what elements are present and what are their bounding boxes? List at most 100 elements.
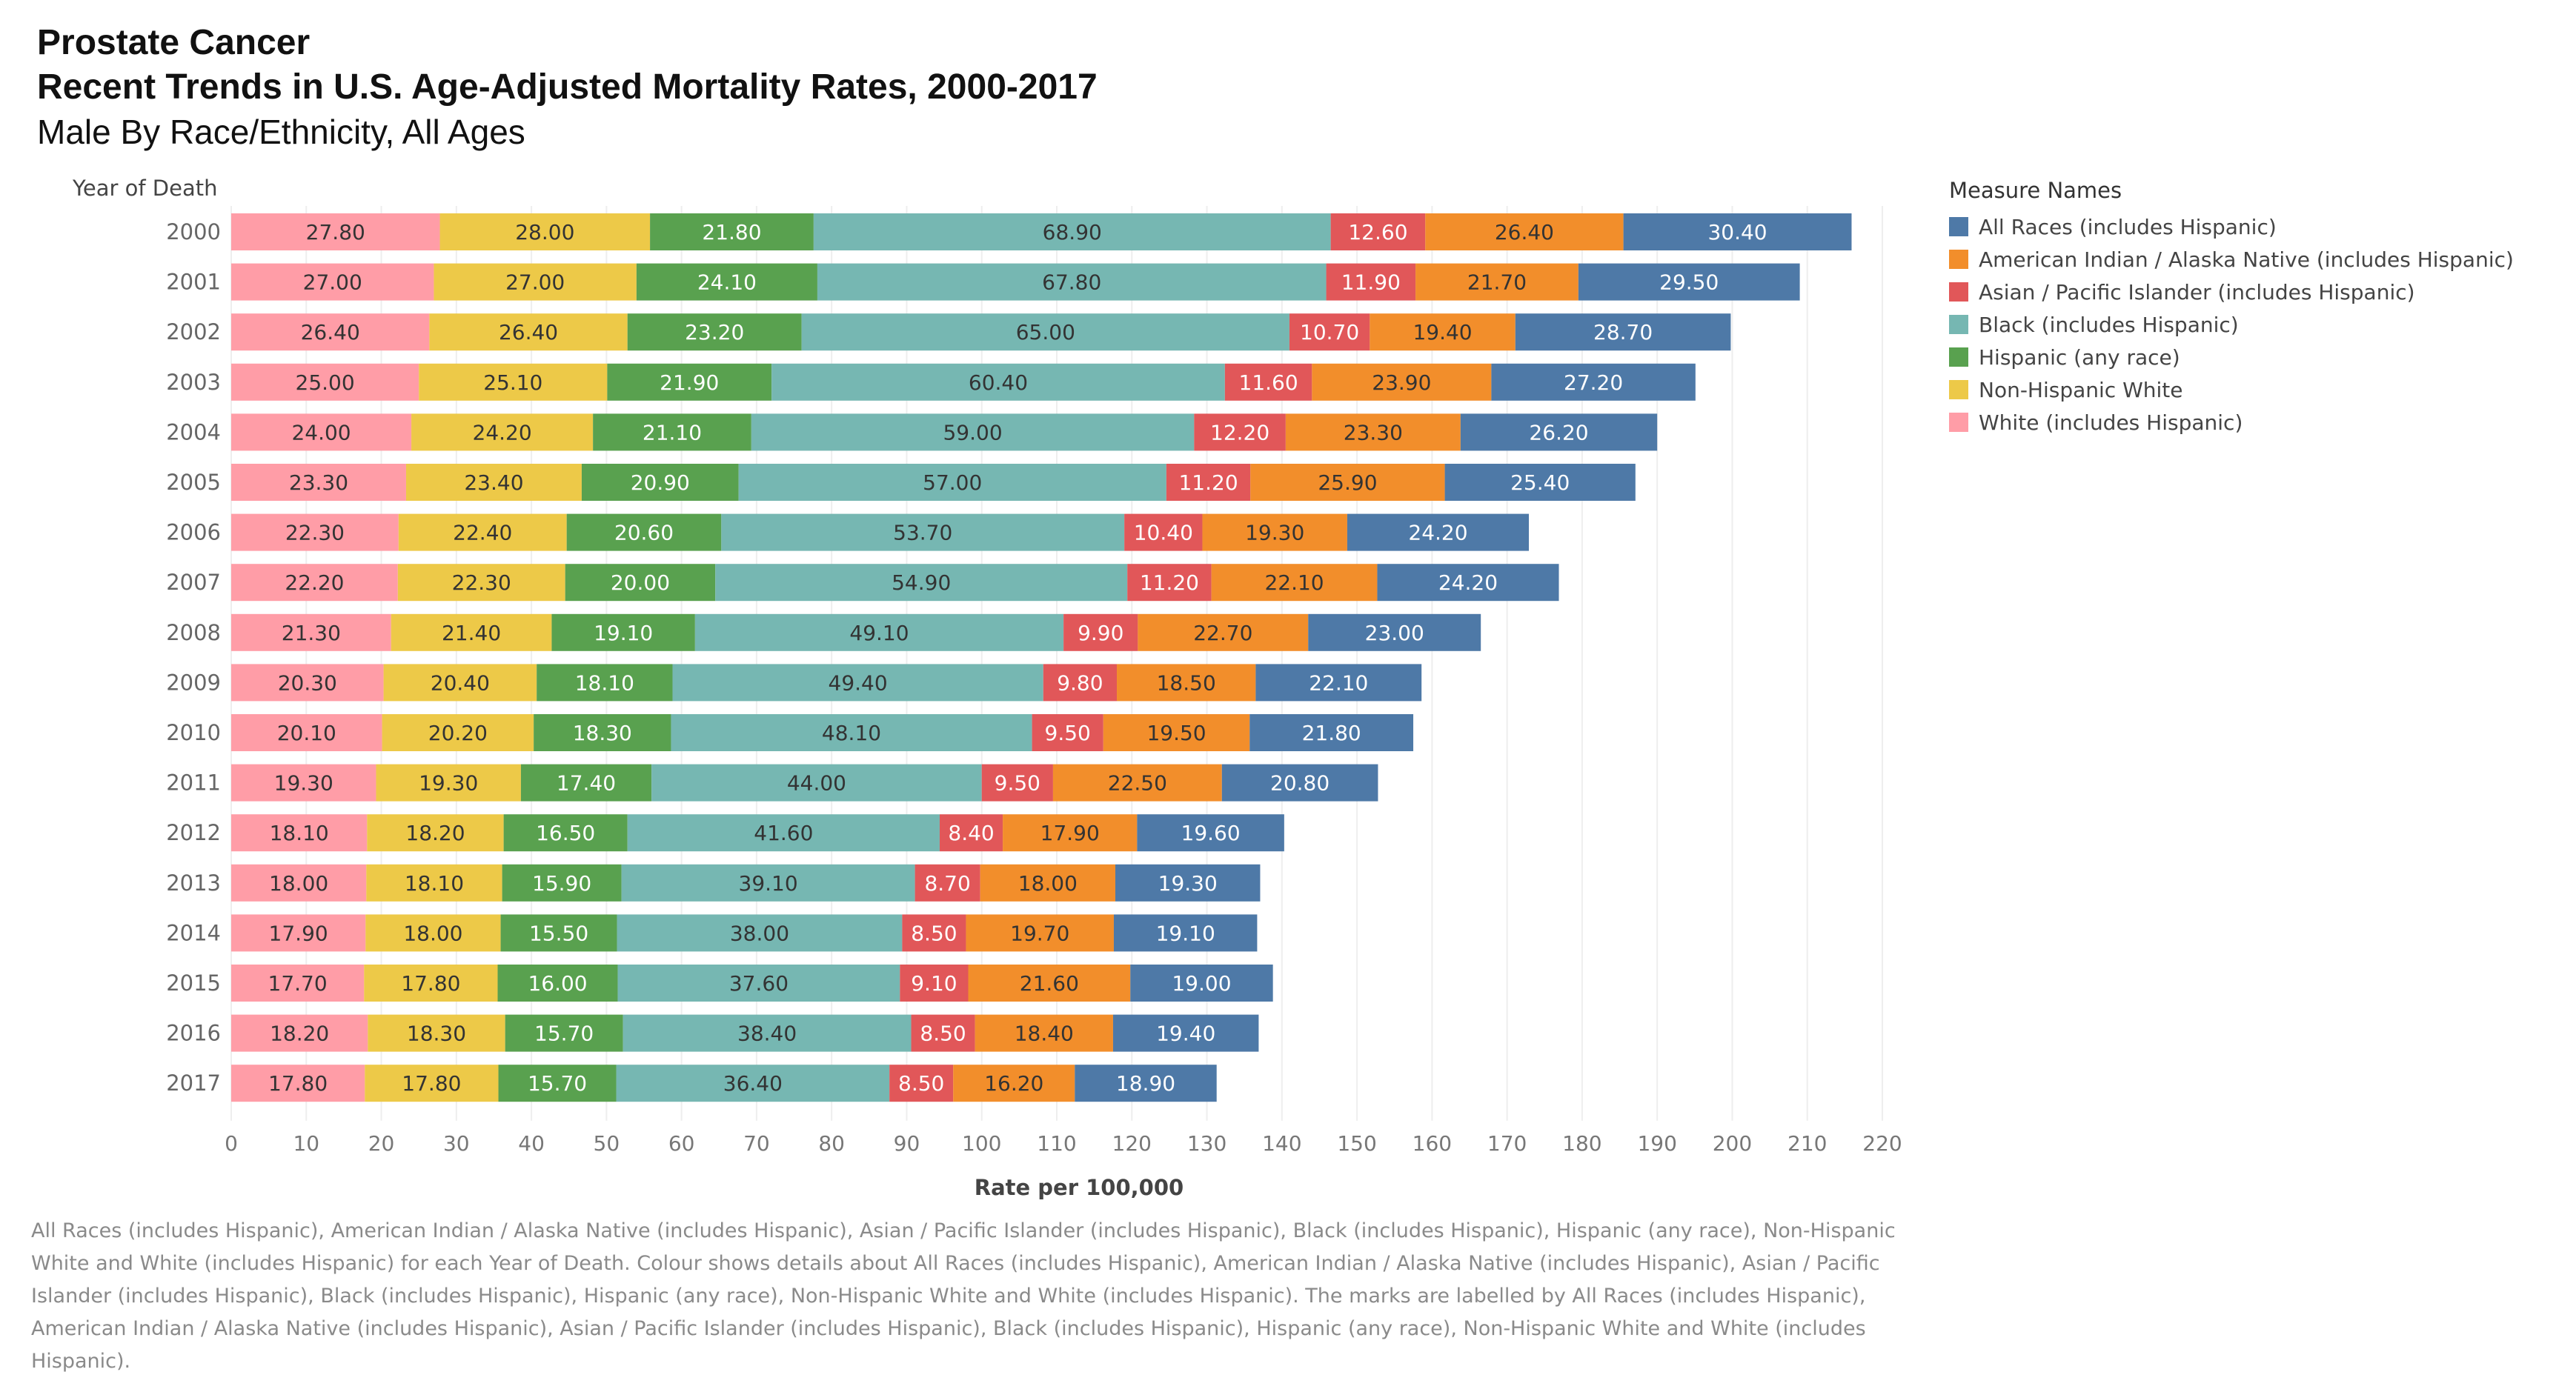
- data-label: 22.70: [1193, 621, 1252, 645]
- data-label: 38.00: [730, 921, 789, 945]
- bar-segment: [1221, 764, 1378, 802]
- data-label: 57.00: [923, 470, 982, 495]
- bar-segment: [607, 363, 772, 401]
- bar-segment: [651, 764, 982, 802]
- bar-segment: [636, 263, 817, 301]
- data-label: 59.00: [943, 420, 1002, 444]
- bar-segment: [1003, 814, 1138, 852]
- legend-swatch: [1949, 217, 1968, 236]
- x-tick-label: 30: [443, 1131, 470, 1156]
- bar-segment: [721, 513, 1125, 551]
- bar-segment: [1289, 313, 1370, 351]
- data-label: 21.10: [643, 420, 702, 444]
- bar-segment: [566, 513, 722, 551]
- data-label: 28.70: [1593, 320, 1653, 344]
- x-axis-title: Rate per 100,000: [975, 1175, 1184, 1200]
- data-label: 23.90: [1372, 370, 1431, 395]
- chart-subtitle: Recent Trends in U.S. Age-Adjusted Morta…: [37, 67, 1098, 107]
- legend-item-black[interactable]: Black (includes Hispanic): [1949, 308, 2514, 341]
- data-label: 20.80: [1270, 771, 1330, 796]
- data-label: 25.40: [1510, 470, 1570, 495]
- data-label: 24.10: [697, 270, 757, 295]
- bar-segment: [434, 263, 637, 301]
- bar-segment: [671, 714, 1032, 751]
- data-label: 30.40: [1707, 220, 1767, 244]
- bar-segment: [1043, 664, 1118, 702]
- bar-segment: [715, 564, 1128, 602]
- chart-subtitle-2: Male By Race/Ethnicity, All Ages: [37, 113, 525, 151]
- bar-segment: [411, 413, 594, 451]
- data-label: 8.50: [911, 921, 957, 945]
- data-label: 23.20: [685, 320, 744, 344]
- data-label: 27.00: [505, 270, 565, 295]
- y-tick-label: 2016: [166, 1021, 221, 1046]
- data-label: 11.90: [1341, 270, 1401, 295]
- bar-segment: [889, 1065, 954, 1102]
- bar-segment: [1255, 664, 1422, 702]
- data-label: 22.30: [285, 521, 345, 545]
- bar-segment: [968, 965, 1131, 1002]
- bar-segment: [975, 1014, 1113, 1052]
- x-tick-label: 40: [518, 1131, 545, 1156]
- data-label: 20.20: [428, 721, 488, 745]
- bar-segment: [1515, 313, 1731, 351]
- bar-segment: [902, 914, 966, 952]
- data-label: 27.20: [1564, 370, 1623, 395]
- legend-label: American Indian / Alaska Native (include…: [1979, 247, 2514, 272]
- data-label: 27.00: [303, 270, 362, 295]
- data-label: 18.00: [1018, 871, 1078, 896]
- y-tick-label: 2014: [166, 920, 221, 945]
- bar-segment: [617, 965, 900, 1002]
- bar-segment: [397, 564, 565, 602]
- bar-segment: [231, 965, 365, 1002]
- legend-item-all-races[interactable]: All Races (includes Hispanic): [1949, 210, 2514, 243]
- legend-swatch: [1949, 282, 1968, 302]
- y-tick-label: 2010: [166, 720, 221, 745]
- bar-segment: [1124, 513, 1203, 551]
- bar-segment: [1308, 613, 1481, 651]
- legend-swatch: [1949, 380, 1968, 399]
- bar-segment: [914, 864, 980, 902]
- legend-item-non-hispanic-white[interactable]: Non-Hispanic White: [1949, 373, 2514, 406]
- data-label: 21.80: [1302, 721, 1361, 745]
- data-label: 15.70: [528, 1071, 587, 1096]
- data-label: 23.30: [289, 470, 348, 495]
- data-label: 19.00: [1172, 971, 1231, 996]
- bar-segment: [966, 914, 1114, 952]
- legend-swatch: [1949, 315, 1968, 334]
- y-tick-label: 2013: [166, 870, 221, 896]
- bar-segment: [1127, 564, 1212, 602]
- legend-item-american-indian[interactable]: American Indian / Alaska Native (include…: [1949, 243, 2514, 276]
- bar-segment: [231, 1065, 365, 1102]
- data-label: 26.20: [1529, 420, 1588, 444]
- bar-segment: [1224, 363, 1312, 401]
- bar-segment: [623, 1014, 912, 1052]
- x-tick-label: 70: [743, 1131, 770, 1156]
- data-label: 20.60: [614, 521, 674, 545]
- data-label: 9.50: [1045, 721, 1091, 745]
- data-label: 21.70: [1467, 270, 1527, 295]
- y-tick-label: 2009: [166, 670, 221, 695]
- data-label: 17.80: [401, 971, 460, 996]
- x-tick-label: 50: [594, 1131, 620, 1156]
- legend-label: Non-Hispanic White: [1979, 377, 2183, 402]
- y-tick-label: 2000: [166, 219, 221, 244]
- bar-segment: [1130, 965, 1273, 1002]
- legend-item-asian-pacific[interactable]: Asian / Pacific Islander (includes Hispa…: [1949, 276, 2514, 308]
- bar-segment: [231, 714, 382, 751]
- legend-item-white[interactable]: White (includes Hispanic): [1949, 406, 2514, 439]
- data-label: 21.90: [660, 370, 719, 395]
- legend-item-hispanic[interactable]: Hispanic (any race): [1949, 341, 2514, 373]
- data-label: 22.50: [1108, 771, 1167, 796]
- y-tick-label: 2008: [166, 620, 221, 645]
- data-label: 9.10: [911, 971, 957, 996]
- data-label: 20.30: [278, 670, 337, 695]
- bar-segment: [382, 714, 534, 751]
- data-label: 49.40: [829, 670, 888, 695]
- data-label: 15.90: [532, 871, 591, 896]
- data-label: 17.80: [402, 1071, 461, 1096]
- legend-label: Black (includes Hispanic): [1979, 312, 2239, 337]
- data-label: 27.80: [306, 220, 365, 244]
- data-label: 39.10: [739, 871, 798, 896]
- bar-segment: [911, 1014, 975, 1052]
